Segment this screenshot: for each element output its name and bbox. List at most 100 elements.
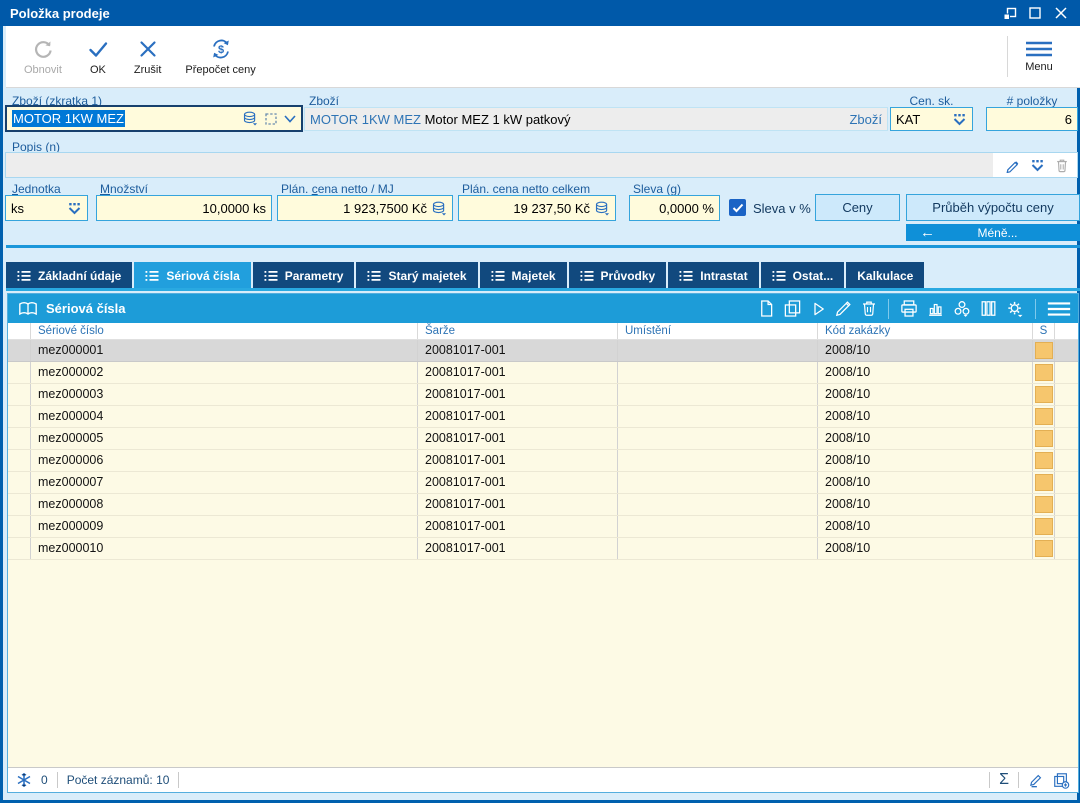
expand-combo-icon[interactable] [1030,159,1045,172]
popis-input[interactable] [6,153,993,177]
table-row[interactable]: mez000001 20081017-001 2008/10 [8,340,1078,362]
cell-location [618,472,818,493]
run-icon[interactable] [809,300,827,318]
tab-kalkulace[interactable]: Kalkulace [846,262,925,290]
row-gutter[interactable] [8,494,31,515]
maximize-button[interactable] [1022,3,1048,23]
zbozi-zkratka-input[interactable]: MOTOR 1KW MEZ [5,105,303,132]
cell-location [618,340,818,361]
tab-majetek[interactable]: Majetek [479,262,567,290]
copy-record-icon[interactable] [783,299,802,318]
table-row[interactable]: mez000010 20081017-001 2008/10 [8,538,1078,560]
plan-cena-celkem-field[interactable]: 19 237,50 Kč [458,195,616,221]
combo-dots-icon[interactable] [67,202,82,215]
columns-icon[interactable] [979,299,998,318]
grid-body: mez000001 20081017-001 2008/10 mez000002 200… [8,340,1078,560]
ceny-button[interactable]: Ceny [815,194,900,221]
table-row[interactable]: mez000007 20081017-001 2008/10 [8,472,1078,494]
refresh-button[interactable]: Obnovit [12,26,74,87]
settings-gear-icon[interactable] [1005,299,1025,319]
copy-add-icon[interactable] [1052,772,1070,789]
tab-zakladni-udaje[interactable]: Základní údaje [6,262,133,290]
row-gutter[interactable] [8,384,31,405]
coins-icon[interactable] [595,201,610,216]
table-row[interactable]: mez000004 20081017-001 2008/10 [8,406,1078,428]
title-bar[interactable]: Položka prodeje [0,0,1080,26]
sum-button[interactable]: Σ [999,771,1009,788]
column-header-kod-zakazky[interactable]: Kód zakázky [818,323,1033,339]
plan-cena-mj-value: 1 923,7500 Kč [343,200,427,216]
sleva-pct-checkbox[interactable] [729,199,746,216]
table-row[interactable]: mez000006 20081017-001 2008/10 [8,450,1078,472]
chart-icon[interactable] [926,299,945,318]
pocet-polozky-field[interactable]: 6 [986,107,1078,131]
new-record-icon[interactable] [757,299,776,318]
tab-parametry[interactable]: Parametry [252,262,355,290]
tab-stary-majetek[interactable]: Starý majetek [356,262,478,290]
dock-window-button[interactable] [996,3,1022,23]
zbozi-display-field[interactable]: MOTOR 1KW MEZ Motor MEZ 1 kW patkový Zbo… [304,107,888,131]
table-row[interactable]: mez000005 20081017-001 2008/10 [8,428,1078,450]
close-button[interactable] [1048,3,1074,23]
cell-status [1033,494,1055,515]
edit-pencil-icon[interactable] [1005,158,1020,173]
row-gutter[interactable] [8,428,31,449]
table-row[interactable]: mez000009 20081017-001 2008/10 [8,516,1078,538]
row-gutter[interactable] [8,472,31,493]
table-row[interactable]: mez000008 20081017-001 2008/10 [8,494,1078,516]
prubeh-vypoctu-ceny-button[interactable]: Průběh výpočtu ceny [906,194,1080,221]
select-region-icon[interactable] [264,112,278,126]
row-gutter[interactable] [8,450,31,471]
tab-intrastat[interactable]: Intrastat [668,262,759,290]
toolbar-divider [1007,36,1008,77]
cell-batch: 20081017-001 [418,428,618,449]
menu-button[interactable]: Menu [1008,26,1070,87]
coins-icon[interactable] [432,201,447,216]
relations-icon[interactable] [952,299,972,318]
row-gutter[interactable] [8,340,31,361]
recalc-price-button[interactable]: $ Přepočet ceny [173,26,267,87]
tab-pruvodky[interactable]: Průvodky [568,262,667,290]
chevron-down-icon[interactable] [284,114,296,123]
coins-icon[interactable] [243,111,258,126]
table-row[interactable]: mez000002 20081017-001 2008/10 [8,362,1078,384]
table-row[interactable]: mez000003 20081017-001 2008/10 [8,384,1078,406]
column-header-umisteni[interactable]: Umístění [618,323,818,339]
column-header-sarze[interactable]: Šarže [418,323,618,339]
row-gutter[interactable] [8,538,31,559]
cen-sk-field[interactable]: KAT [890,107,973,131]
snowflake-icon[interactable] [16,772,32,788]
mnozstvi-field[interactable]: 10,0000 ks [96,195,272,221]
list-icon [772,270,786,282]
edit-record-icon[interactable] [834,299,853,318]
cell-order-code: 2008/10 [818,472,1033,493]
tab-seriova-cisla[interactable]: Sériová čísla [134,262,251,290]
cell-location [618,406,818,427]
grid-gutter-header[interactable] [8,323,31,339]
panel-header: Sériová čísla [8,294,1078,323]
row-gutter[interactable] [8,516,31,537]
delete-record-icon[interactable] [860,299,878,318]
cancel-button[interactable]: Zrušit [122,26,174,87]
column-header-s[interactable]: S [1033,323,1055,339]
cancel-label: Zrušit [133,64,162,76]
plan-cena-mj-field[interactable]: 1 923,7500 Kč [277,195,453,221]
cell-serial-number: mez000003 [31,384,418,405]
mene-button[interactable]: ← Méně... [906,224,1080,241]
sleva-pct-label: Sleva v % [753,201,811,216]
jednotka-field[interactable]: ks [5,195,88,221]
cell-serial-number: mez000004 [31,406,418,427]
row-gutter[interactable] [8,406,31,427]
ok-button[interactable]: OK [74,26,122,87]
column-header-seriove-cislo[interactable]: Sériové číslo [31,323,418,339]
cell-status [1033,516,1055,537]
grid-menu-icon[interactable] [1046,300,1072,318]
sleva-field[interactable]: 0,0000 % [629,195,720,221]
print-icon[interactable] [899,299,919,318]
quick-edit-icon[interactable] [1028,772,1044,788]
delete-trash-icon[interactable] [1055,158,1069,173]
row-gutter[interactable] [8,362,31,383]
tab-ostat[interactable]: Ostat... [760,262,845,290]
combo-dots-icon[interactable] [952,113,967,126]
cell-batch: 20081017-001 [418,538,618,559]
